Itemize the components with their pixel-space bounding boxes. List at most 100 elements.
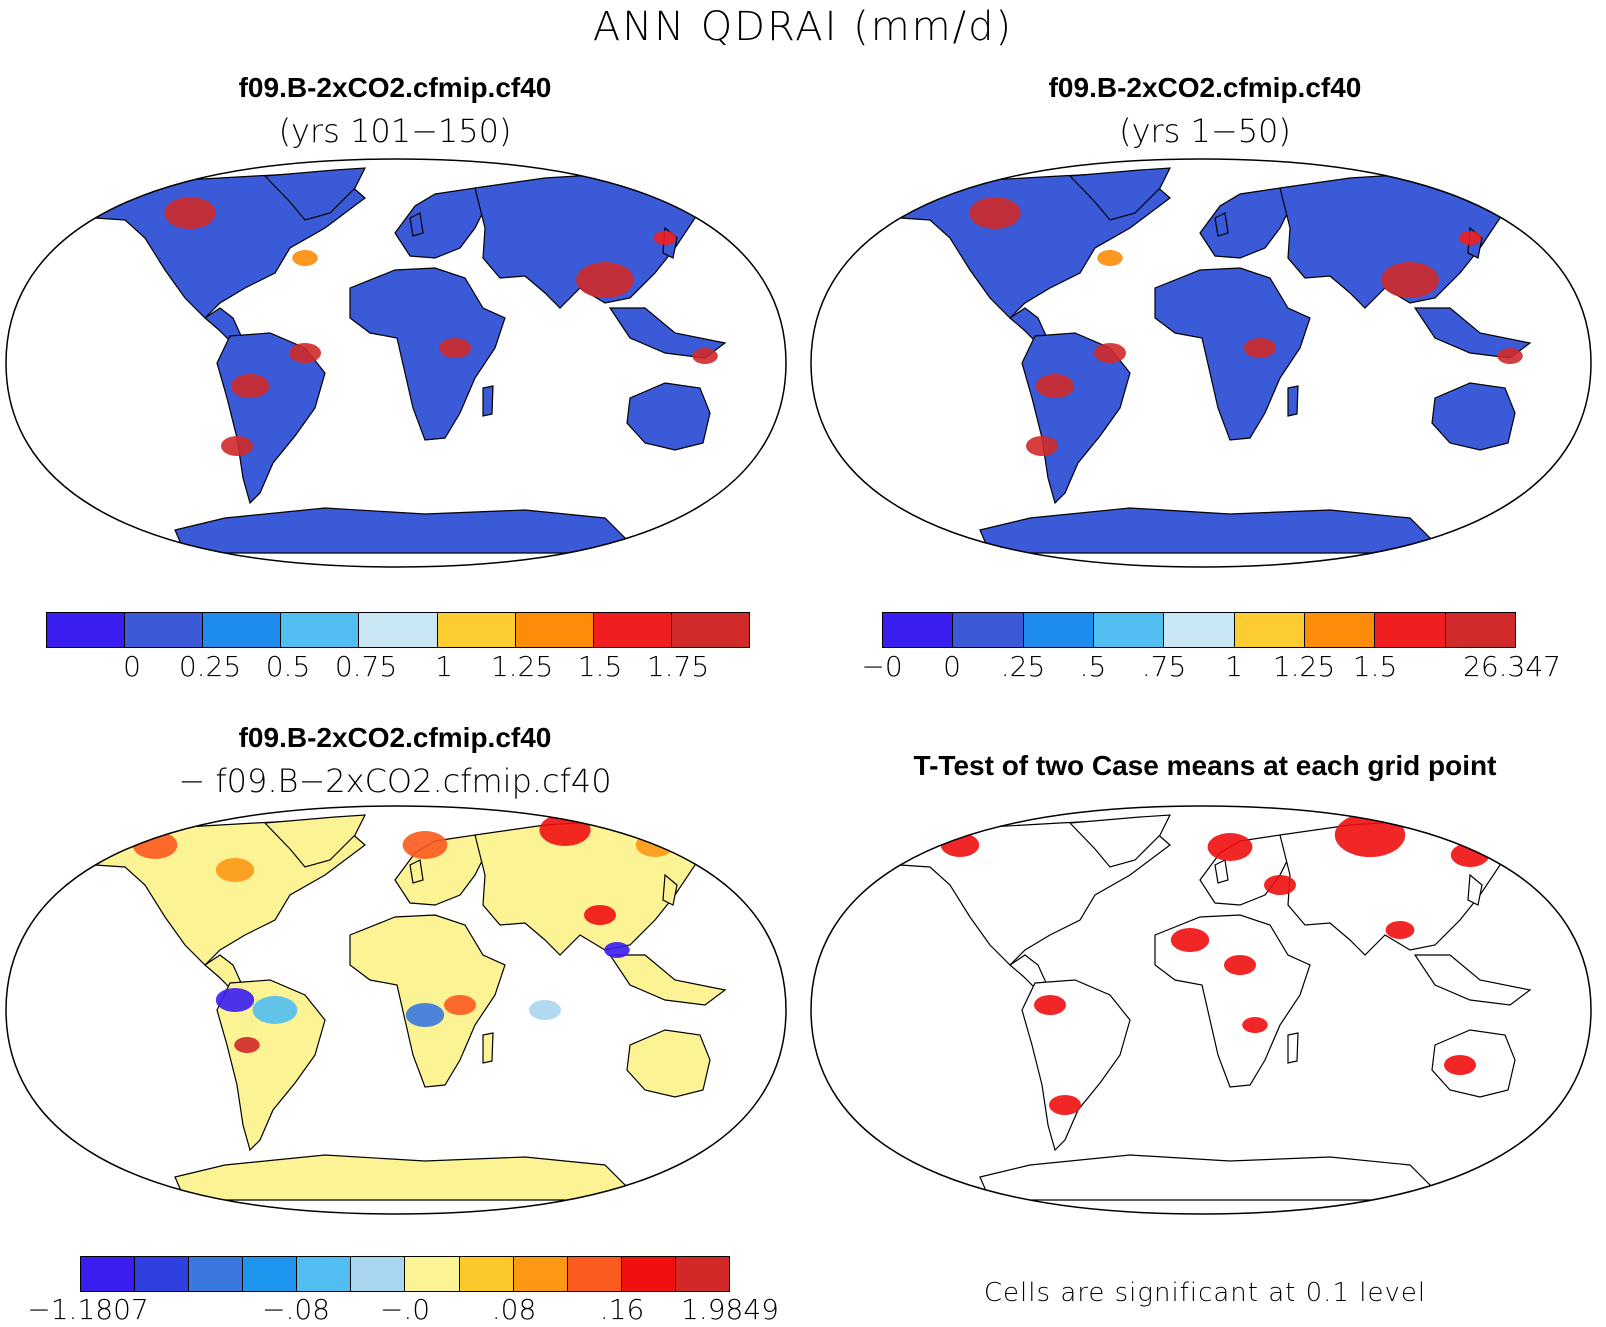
field-highlight: [405, 1003, 445, 1027]
field-highlight: [1334, 813, 1406, 857]
land-layer: [63, 814, 727, 1201]
map-frame: [810, 805, 1592, 1215]
map-bottom-right: [810, 805, 1592, 1215]
field-highlight: [1097, 250, 1123, 266]
colorbar-tick: −1.1807: [27, 1293, 149, 1326]
colorbar-swatch: [1234, 613, 1305, 647]
field-highlight: [132, 831, 178, 859]
colorbar-tick: 1.25: [490, 650, 554, 683]
continent-africa: [1154, 914, 1311, 1088]
continent-europe: [1199, 187, 1291, 259]
continent-europe: [394, 187, 486, 259]
field-highlight: [1034, 995, 1066, 1015]
field-highlight: [230, 374, 270, 398]
map-frame: [5, 158, 787, 568]
field-highlight: [1444, 1055, 1476, 1075]
map-bottom-left: [5, 805, 787, 1215]
continent-uk: [409, 212, 424, 237]
continent-australia: [626, 382, 711, 451]
field-highlight: [221, 436, 253, 456]
panel-subtitle-top-left: (yrs 101−150): [278, 112, 512, 150]
continent-australia: [626, 1029, 711, 1098]
land-layer: [868, 167, 1532, 554]
field-highlight: [289, 343, 321, 363]
colorbar-swatch: [203, 613, 282, 647]
colorbar-swatch: [1164, 613, 1235, 647]
map-frame: [5, 805, 787, 1215]
colorbar-tick: 1.9849: [681, 1293, 779, 1326]
field-highlight: [215, 858, 255, 882]
colorbar-swatch: [1023, 613, 1094, 647]
field-highlight: [1264, 875, 1296, 895]
colorbar-swatch: [593, 613, 672, 647]
map-top-right: [810, 158, 1592, 568]
continent-south-america: [1021, 979, 1131, 1152]
continent-uk: [409, 859, 424, 884]
colorbar-swatch: [297, 1257, 352, 1291]
significance-note: Cells are significant at 0.1 level: [983, 1278, 1427, 1308]
colorbar-tick: 0.5: [265, 650, 311, 683]
panel-title-bottom-left: f09.B-2xCO2.cfmip.cf40: [238, 722, 552, 753]
colorbar-top-right: [882, 612, 1516, 648]
continent-southeast-asia: [608, 954, 727, 1006]
colorbar-swatch: [567, 1257, 622, 1291]
continent-north-america: [63, 818, 366, 966]
field-highlight: [444, 995, 476, 1015]
colorbar-tick: 1.25: [1272, 650, 1336, 683]
continent-madagascar: [482, 1032, 494, 1064]
field-highlight: [215, 988, 255, 1012]
colorbar-tick: 1.5: [577, 650, 623, 683]
colorbar-tick: .25: [1000, 650, 1046, 683]
colorbar-swatch: [675, 1257, 729, 1291]
field-highlight: [692, 348, 718, 364]
continent-madagascar: [1287, 385, 1299, 417]
colorbar-tick: 1: [435, 650, 453, 683]
colorbar-top-left: [46, 612, 750, 648]
continent-africa: [349, 267, 506, 441]
colorbar-swatch: [135, 1257, 190, 1291]
continent-madagascar: [482, 385, 494, 417]
continent-greenland: [263, 167, 367, 221]
colorbar-swatch: [1093, 613, 1165, 647]
continent-japan: [662, 873, 678, 906]
field-highlight: [969, 197, 1021, 229]
field-highlight: [653, 231, 677, 245]
field-highlight: [1458, 231, 1482, 245]
colorbar-swatch: [459, 1257, 514, 1291]
field-highlight: [1207, 833, 1253, 861]
colorbar-tick: 0: [943, 650, 961, 683]
continent-south-america: [216, 979, 326, 1152]
colorbar-tick: −.0: [379, 1293, 431, 1326]
colorbar-tick: 1: [1225, 650, 1243, 683]
field-highlight: [940, 833, 980, 857]
continent-antarctica: [979, 1154, 1431, 1201]
field-highlight: [1035, 374, 1075, 398]
continent-north-america: [868, 171, 1171, 319]
colorbar-tick: .75: [1141, 650, 1187, 683]
map-frame: [810, 158, 1592, 568]
map-top-left: [5, 158, 787, 568]
continent-southeast-asia: [1413, 307, 1532, 359]
colorbar-swatch: [1304, 613, 1376, 647]
field-highlight: [1094, 343, 1126, 363]
colorbar-tick: .5: [1079, 650, 1107, 683]
land-layer: [868, 813, 1532, 1201]
colorbar-swatch: [953, 613, 1024, 647]
continent-madagascar: [1287, 1032, 1299, 1064]
field-highlight: [604, 942, 630, 958]
figure-title: ANN QDRAI (mm/d): [592, 4, 1014, 50]
field-highlight: [529, 1000, 561, 1020]
colorbar-swatch: [351, 1257, 406, 1291]
colorbar-tick: 1.5: [1352, 650, 1398, 683]
field-highlight: [1224, 955, 1256, 975]
colorbar-swatch: [405, 1257, 460, 1291]
colorbar-ticks-top-left: 0 0.25 0.5 0.75 1 1.25 1.5 1.75: [46, 650, 750, 684]
continent-greenland: [1068, 167, 1172, 221]
field-highlight: [1242, 1017, 1268, 1033]
colorbar-swatch: [515, 613, 594, 647]
field-highlight: [1381, 262, 1439, 298]
field-highlight: [402, 831, 448, 859]
continent-antarctica: [174, 1154, 626, 1201]
colorbar-tick: 26.347: [1463, 650, 1561, 683]
colorbar-ticks-bottom-left: −1.1807 −.08 −.0 .08 .16 1.9849: [27, 1293, 780, 1327]
